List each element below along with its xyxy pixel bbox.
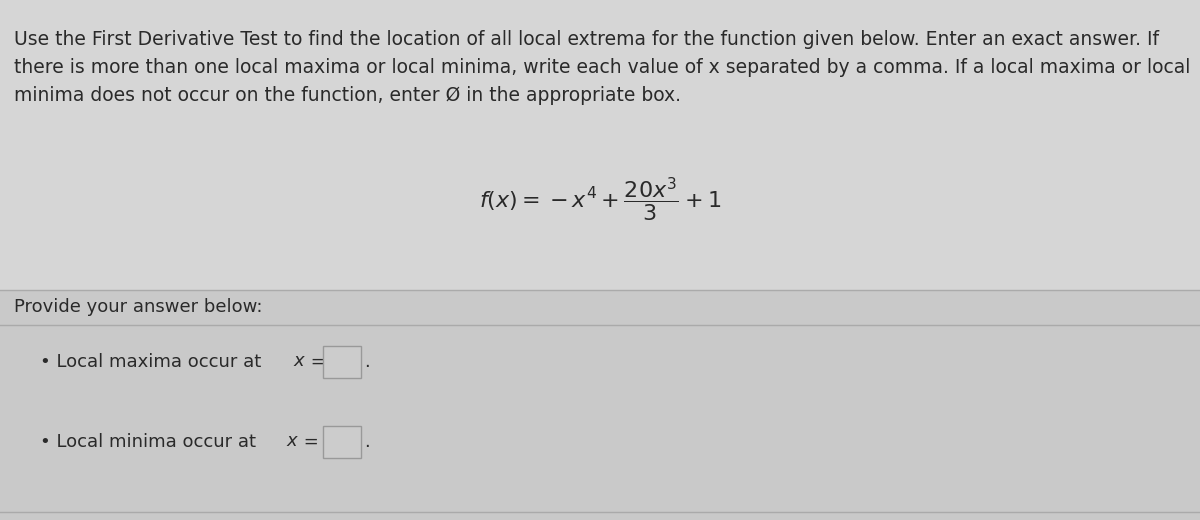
Bar — [323, 346, 361, 378]
Text: Use the First Derivative Test to find the location of all local extrema for the : Use the First Derivative Test to find th… — [14, 30, 1159, 49]
Text: • Local minima occur at: • Local minima occur at — [40, 433, 262, 451]
Text: • Local maxima occur at: • Local maxima occur at — [40, 353, 266, 371]
Text: .: . — [364, 433, 370, 451]
Bar — [0, 0, 1200, 290]
Bar — [323, 426, 361, 458]
Text: =: = — [298, 433, 319, 451]
Text: minima does not occur on the function, enter Ø in the appropriate box.: minima does not occur on the function, e… — [14, 86, 682, 105]
Text: $x$: $x$ — [286, 432, 299, 450]
Text: $x$: $x$ — [293, 352, 306, 370]
Text: =: = — [305, 353, 325, 371]
Text: .: . — [364, 353, 370, 371]
Text: Provide your answer below:: Provide your answer below: — [14, 298, 263, 316]
Bar — [0, 290, 1200, 520]
Text: there is more than one local maxima or local minima, write each value of x separ: there is more than one local maxima or l… — [14, 58, 1190, 77]
Text: $f(x) = -x^4 + \dfrac{20x^3}{3} + 1$: $f(x) = -x^4 + \dfrac{20x^3}{3} + 1$ — [479, 176, 721, 224]
